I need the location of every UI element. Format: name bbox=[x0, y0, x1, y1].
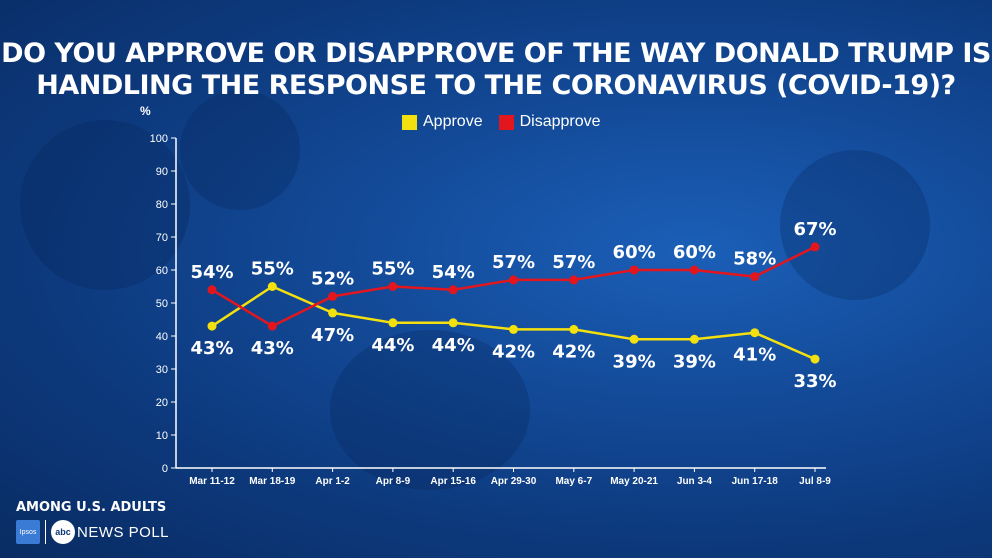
data-point-approve bbox=[207, 321, 217, 331]
ipsos-logo: Ipsos bbox=[16, 520, 40, 544]
data-label-approve: 39% bbox=[613, 351, 656, 372]
x-tick-label: Jul 8-9 bbox=[799, 476, 831, 487]
data-label-approve: 42% bbox=[492, 341, 535, 362]
data-point-disapprove bbox=[629, 265, 639, 275]
y-tick-label: 70 bbox=[156, 232, 168, 244]
legend-swatch-disapprove bbox=[498, 114, 514, 130]
y-tick-label: 100 bbox=[150, 133, 168, 145]
data-point-disapprove bbox=[328, 291, 338, 301]
y-axis-unit-label: % bbox=[140, 104, 151, 118]
data-label-approve: 43% bbox=[190, 338, 233, 359]
data-label-disapprove: 52% bbox=[311, 268, 354, 289]
y-tick-label: 90 bbox=[156, 166, 168, 178]
data-point-disapprove bbox=[448, 285, 458, 295]
data-label-disapprove: 55% bbox=[371, 259, 414, 280]
data-point-disapprove bbox=[207, 285, 217, 295]
x-tick-label: Jun 17-18 bbox=[732, 476, 779, 487]
legend-swatch-approve bbox=[402, 114, 417, 130]
y-tick-label: 60 bbox=[156, 265, 168, 277]
data-label-approve: 47% bbox=[311, 325, 354, 346]
background-blob bbox=[20, 120, 190, 290]
data-point-approve bbox=[388, 318, 398, 328]
data-label-disapprove: 57% bbox=[492, 252, 535, 273]
logo-divider bbox=[45, 520, 46, 544]
data-label-disapprove: 60% bbox=[613, 242, 656, 263]
chart-title-line1: DO YOU APPROVE OR DISAPPROVE OF THE WAY … bbox=[1, 38, 991, 69]
background-blob bbox=[780, 150, 930, 300]
x-tick-label: Apr 29-30 bbox=[491, 476, 537, 487]
data-point-disapprove bbox=[509, 275, 518, 285]
legend-item-disapprove: Disapprove bbox=[498, 113, 601, 131]
data-point-approve bbox=[569, 324, 579, 334]
data-point-approve bbox=[689, 334, 699, 344]
data-point-approve bbox=[810, 354, 820, 364]
data-label-approve: 39% bbox=[673, 351, 716, 372]
y-tick-label: 80 bbox=[156, 199, 168, 211]
x-tick-label: Mar 11-12 bbox=[189, 476, 235, 487]
legend-label-approve: Approve bbox=[423, 113, 483, 130]
footer-logos: Ipsos abc NEWS POLL bbox=[16, 520, 169, 544]
data-point-approve bbox=[267, 282, 277, 291]
background-blob bbox=[330, 330, 530, 490]
data-label-approve: 44% bbox=[371, 335, 414, 356]
y-tick-label: 50 bbox=[156, 298, 168, 310]
y-tick-label: 30 bbox=[156, 364, 168, 376]
data-label-approve: 33% bbox=[793, 371, 836, 392]
data-label-approve: 42% bbox=[552, 341, 595, 362]
data-label-disapprove: 67% bbox=[793, 219, 836, 240]
abc-logo: abc bbox=[51, 520, 75, 544]
x-tick-label: Mar 18-19 bbox=[249, 476, 296, 487]
data-label-disapprove: 58% bbox=[733, 249, 776, 270]
data-point-approve bbox=[750, 328, 760, 338]
data-point-disapprove bbox=[750, 272, 760, 282]
x-tick-label: Apr 8-9 bbox=[376, 476, 411, 487]
data-point-disapprove bbox=[267, 321, 277, 331]
legend-item-approve: Approve bbox=[402, 113, 483, 131]
x-tick-label: Apr 15-16 bbox=[430, 476, 476, 487]
x-tick-label: May 20-21 bbox=[610, 476, 658, 487]
data-point-disapprove bbox=[388, 282, 398, 291]
data-point-approve bbox=[509, 324, 518, 334]
data-point-approve bbox=[448, 318, 458, 328]
data-point-approve bbox=[328, 308, 338, 318]
data-label-approve: 44% bbox=[432, 335, 475, 356]
population-note: AMONG U.S. ADULTS bbox=[16, 500, 167, 515]
x-tick-label: Apr 1-2 bbox=[315, 476, 350, 487]
data-label-approve: 55% bbox=[251, 259, 294, 280]
x-tick-label: May 6-7 bbox=[555, 476, 592, 487]
data-point-approve bbox=[629, 334, 639, 344]
data-point-disapprove bbox=[810, 242, 820, 252]
y-tick-label: 40 bbox=[156, 331, 168, 343]
data-label-disapprove: 60% bbox=[673, 242, 716, 263]
news-poll-label: NEWS POLL bbox=[77, 523, 170, 541]
y-tick-label: 20 bbox=[156, 397, 168, 409]
y-tick-label: 10 bbox=[156, 430, 168, 442]
data-label-approve: 41% bbox=[733, 345, 776, 366]
background-blob bbox=[180, 90, 300, 210]
chart-legend: Approve Disapprove bbox=[402, 113, 617, 131]
data-label-disapprove: 43% bbox=[251, 338, 294, 359]
data-point-disapprove bbox=[689, 265, 699, 275]
x-tick-label: Jun 3-4 bbox=[677, 476, 712, 487]
data-label-disapprove: 57% bbox=[552, 252, 595, 273]
data-label-disapprove: 54% bbox=[432, 262, 475, 283]
chart-title-line2: HANDLING THE RESPONSE TO THE CORONAVIRUS… bbox=[36, 70, 956, 101]
y-tick-label: 0 bbox=[162, 463, 168, 475]
data-point-disapprove bbox=[569, 275, 579, 285]
data-label-disapprove: 54% bbox=[190, 262, 233, 283]
legend-label-disapprove: Disapprove bbox=[519, 113, 601, 130]
